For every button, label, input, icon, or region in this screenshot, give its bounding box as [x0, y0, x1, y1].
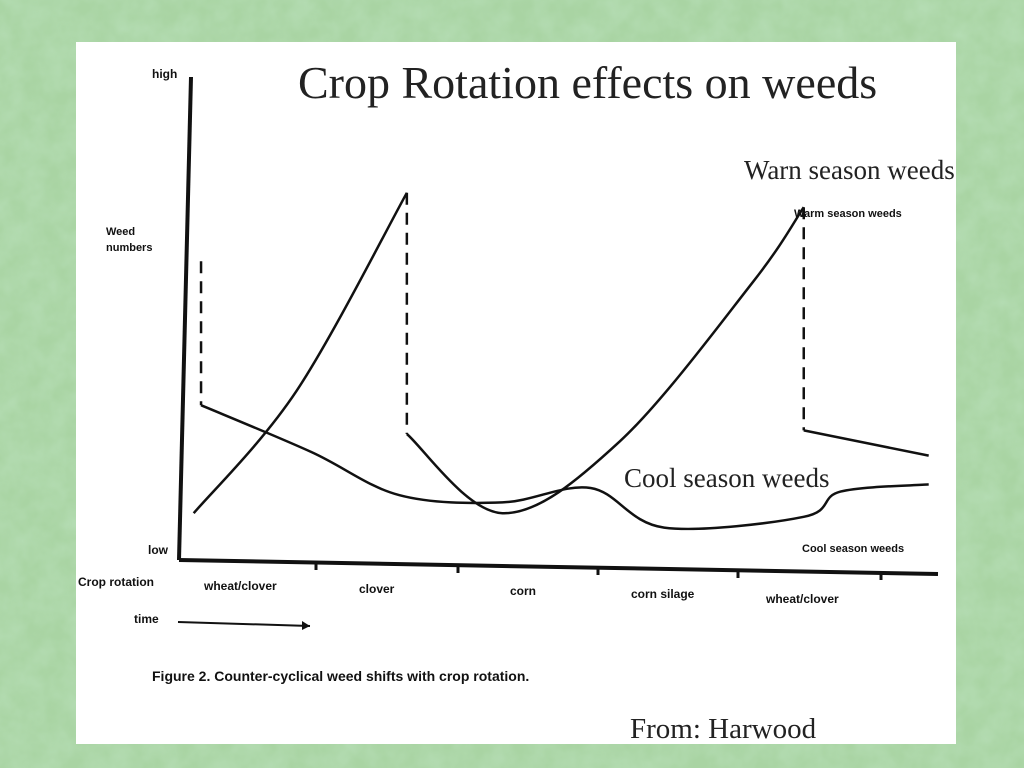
figure-caption: Figure 2. Counter-cyclical weed shifts w… [152, 668, 529, 684]
y-tick-high: high [152, 67, 177, 81]
series-label-warm: Warm season weeds [794, 208, 902, 220]
series-0-curve [192, 192, 408, 515]
weed-chart: high low Weed numbers Crop rotation whea… [78, 67, 939, 684]
category-label: clover [359, 582, 395, 596]
time-arrow [177, 621, 311, 627]
category-label: wheat/clover [765, 592, 839, 606]
time-label: time [134, 612, 159, 626]
category-label: corn [510, 584, 536, 598]
series-1-curve [200, 404, 929, 531]
time-arrow-head [302, 621, 310, 630]
figure-panel [76, 42, 956, 744]
cool-season-label: Cool season weeds [624, 463, 830, 493]
slide-title: Crop Rotation effects on weeds [298, 57, 878, 108]
series-0-curve [406, 206, 805, 515]
category-label: corn silage [631, 587, 695, 601]
category-label: wheat/clover [203, 579, 277, 593]
source-credit: From: Harwood [630, 713, 817, 745]
x-ticks [314, 562, 883, 580]
series-0-curve [803, 429, 929, 457]
series-layer [192, 192, 929, 531]
series-label-cool: Cool season weeds [802, 543, 904, 555]
warm-season-label: Warn season weeds [744, 155, 955, 185]
y-tick-low: low [148, 543, 169, 557]
x-axis [178, 558, 939, 576]
x-axis-label: Crop rotation [78, 575, 154, 589]
y-axis [177, 76, 193, 561]
y-axis-label: Weed numbers [106, 226, 152, 254]
